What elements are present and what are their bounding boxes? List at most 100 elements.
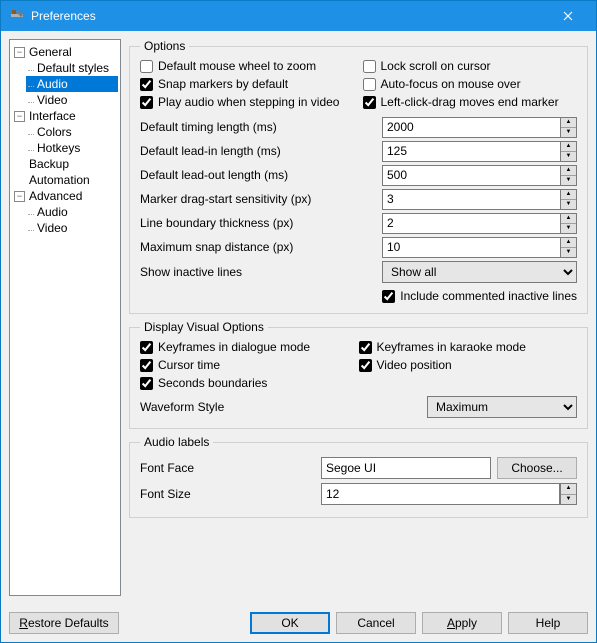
spinner-boundary[interactable]: ▲▼	[382, 213, 577, 234]
spin-down-icon[interactable]: ▼	[561, 152, 576, 161]
input-font-size[interactable]	[321, 483, 560, 505]
select-inactive-lines[interactable]: Show all	[382, 261, 577, 283]
help-button[interactable]: Help	[508, 612, 588, 634]
label-font-size: Font Size	[140, 487, 315, 501]
app-icon	[9, 8, 25, 24]
spin-up-icon[interactable]: ▲	[561, 142, 576, 152]
checkbox-video-position[interactable]: Video position	[359, 358, 578, 372]
dialog-body: −General Default styles Audio Video −Int…	[1, 31, 596, 604]
input-font-face[interactable]	[321, 457, 491, 479]
tree-item-default-styles[interactable]: Default styles	[26, 60, 118, 76]
restore-defaults-button[interactable]: Restore Defaults	[9, 612, 119, 634]
dialog-footer: Restore Defaults OK Cancel Apply Help	[1, 604, 596, 642]
collapse-icon[interactable]: −	[14, 191, 25, 202]
tree-item-audio[interactable]: Audio	[26, 76, 118, 92]
audio-labels-legend: Audio labels	[140, 435, 213, 449]
tree-item-advanced[interactable]: −Advanced	[12, 188, 118, 204]
tree-item-interface[interactable]: −Interface	[12, 108, 118, 124]
select-waveform-style[interactable]: Maximum	[427, 396, 577, 418]
label-waveform-style: Waveform Style	[140, 400, 427, 414]
checkbox-input[interactable]	[359, 341, 372, 354]
checkbox-input[interactable]	[359, 359, 372, 372]
spin-up-icon[interactable]: ▲	[561, 166, 576, 176]
spin-down-icon[interactable]: ▼	[561, 128, 576, 137]
window-title: Preferences	[31, 9, 548, 23]
tree-item-video[interactable]: Video	[26, 92, 118, 108]
label-font-face: Font Face	[140, 461, 315, 475]
collapse-icon[interactable]: −	[14, 111, 25, 122]
audio-labels-group: Audio labels Font Face Choose... Font Si…	[129, 435, 588, 518]
spin-down-icon[interactable]: ▼	[561, 200, 576, 209]
label-lead-in: Default lead-in length (ms)	[140, 144, 376, 158]
spin-down-icon[interactable]: ▼	[561, 224, 576, 233]
checkbox-input[interactable]	[140, 377, 153, 390]
options-group: Options Default mouse wheel to zoom Lock…	[129, 39, 588, 314]
spinner-timing-length[interactable]: ▲▼	[382, 117, 577, 138]
spin-up-icon[interactable]: ▲	[561, 190, 576, 200]
settings-panel: Options Default mouse wheel to zoom Lock…	[129, 39, 588, 596]
input-snap-dist[interactable]	[382, 237, 560, 258]
spinner-lead-out[interactable]: ▲▼	[382, 165, 577, 186]
checkbox-play-stepping[interactable]: Play audio when stepping in video	[140, 95, 355, 109]
label-snap-dist: Maximum snap distance (px)	[140, 240, 376, 254]
input-lead-out[interactable]	[382, 165, 560, 186]
checkbox-seconds-boundaries[interactable]: Seconds boundaries	[140, 376, 359, 390]
ok-button[interactable]: OK	[250, 612, 330, 634]
close-button[interactable]	[548, 1, 588, 31]
tree-item-adv-video[interactable]: Video	[26, 220, 118, 236]
spin-up-icon[interactable]: ▲	[561, 214, 576, 224]
spin-down-icon[interactable]: ▼	[561, 248, 576, 257]
tree-item-automation[interactable]: Automation	[12, 172, 118, 188]
preferences-window: Preferences −General Default styles Audi…	[0, 0, 597, 643]
label-timing-length: Default timing length (ms)	[140, 120, 376, 134]
checkbox-input[interactable]	[363, 96, 376, 109]
input-drag-start[interactable]	[382, 189, 560, 210]
titlebar[interactable]: Preferences	[1, 1, 596, 31]
options-legend: Options	[140, 39, 189, 53]
checkbox-include-commented[interactable]: Include commented inactive lines	[382, 289, 577, 303]
checkbox-input[interactable]	[140, 96, 153, 109]
spin-up-icon[interactable]: ▲	[561, 118, 576, 128]
spinner-lead-in[interactable]: ▲▼	[382, 141, 577, 162]
input-timing-length[interactable]	[382, 117, 560, 138]
checkbox-default-wheel-zoom[interactable]: Default mouse wheel to zoom	[140, 59, 355, 73]
checkbox-auto-focus[interactable]: Auto-focus on mouse over	[363, 77, 578, 91]
tree-item-colors[interactable]: Colors	[26, 124, 118, 140]
tree-item-backup[interactable]: Backup	[12, 156, 118, 172]
checkbox-input[interactable]	[140, 78, 153, 91]
spinner-snap-dist[interactable]: ▲▼	[382, 237, 577, 258]
checkbox-left-click-drag[interactable]: Left-click-drag moves end marker	[363, 95, 578, 109]
input-boundary[interactable]	[382, 213, 560, 234]
checkbox-input[interactable]	[140, 341, 153, 354]
spin-up-icon[interactable]: ▲	[561, 484, 576, 495]
collapse-icon[interactable]: −	[14, 47, 25, 58]
cancel-button[interactable]: Cancel	[336, 612, 416, 634]
checkbox-snap-markers[interactable]: Snap markers by default	[140, 77, 355, 91]
checkbox-cursor-time[interactable]: Cursor time	[140, 358, 359, 372]
checkbox-kf-dialogue[interactable]: Keyframes in dialogue mode	[140, 340, 359, 354]
checkbox-input[interactable]	[382, 290, 395, 303]
label-drag-start: Marker drag-start sensitivity (px)	[140, 192, 376, 206]
checkbox-input[interactable]	[140, 359, 153, 372]
label-boundary: Line boundary thickness (px)	[140, 216, 376, 230]
label-inactive-lines: Show inactive lines	[140, 265, 376, 279]
spin-up-icon[interactable]: ▲	[561, 238, 576, 248]
tree-item-hotkeys[interactable]: Hotkeys	[26, 140, 118, 156]
choose-font-button[interactable]: Choose...	[497, 457, 577, 479]
input-lead-in[interactable]	[382, 141, 560, 162]
category-tree[interactable]: −General Default styles Audio Video −Int…	[9, 39, 121, 596]
label-lead-out: Default lead-out length (ms)	[140, 168, 376, 182]
checkbox-lock-scroll[interactable]: Lock scroll on cursor	[363, 59, 578, 73]
visual-options-group: Display Visual Options Keyframes in dial…	[129, 320, 588, 429]
spin-down-icon[interactable]: ▼	[561, 495, 576, 505]
spinner-drag-start[interactable]: ▲▼	[382, 189, 577, 210]
checkbox-input[interactable]	[363, 78, 376, 91]
checkbox-input[interactable]	[140, 60, 153, 73]
spinner-font-size[interactable]: ▲▼	[321, 483, 577, 505]
tree-item-general[interactable]: −General	[12, 44, 118, 60]
tree-item-adv-audio[interactable]: Audio	[26, 204, 118, 220]
spin-down-icon[interactable]: ▼	[561, 176, 576, 185]
apply-button[interactable]: Apply	[422, 612, 502, 634]
checkbox-input[interactable]	[363, 60, 376, 73]
checkbox-kf-karaoke[interactable]: Keyframes in karaoke mode	[359, 340, 578, 354]
